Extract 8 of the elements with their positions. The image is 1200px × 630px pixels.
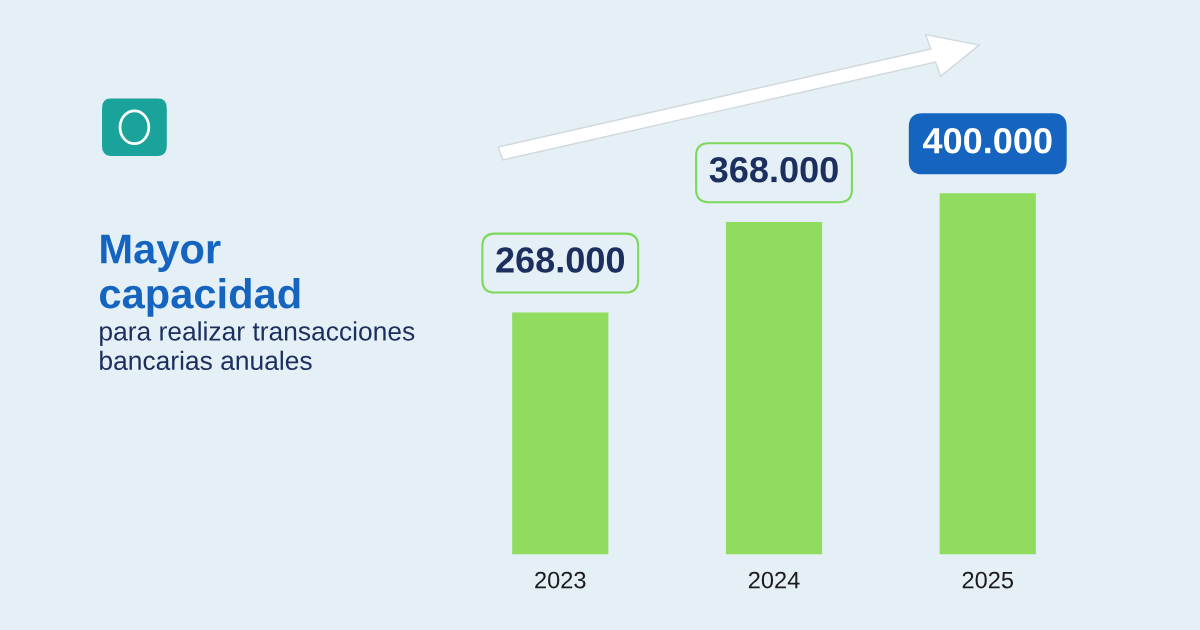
x-tick-label: 2023 <box>535 571 586 589</box>
data-label: 368.000 <box>709 156 838 183</box>
text: Mayor capacidad <box>100 234 300 317</box>
x-tick-label: 2024 <box>748 571 800 589</box>
data-label: 400.000 <box>923 127 1052 154</box>
text: para realizar transacciones bancarias anuales <box>100 321 415 371</box>
data-label: 268.000 <box>496 247 625 273</box>
x-tick-label: 2025 <box>962 571 1014 589</box>
